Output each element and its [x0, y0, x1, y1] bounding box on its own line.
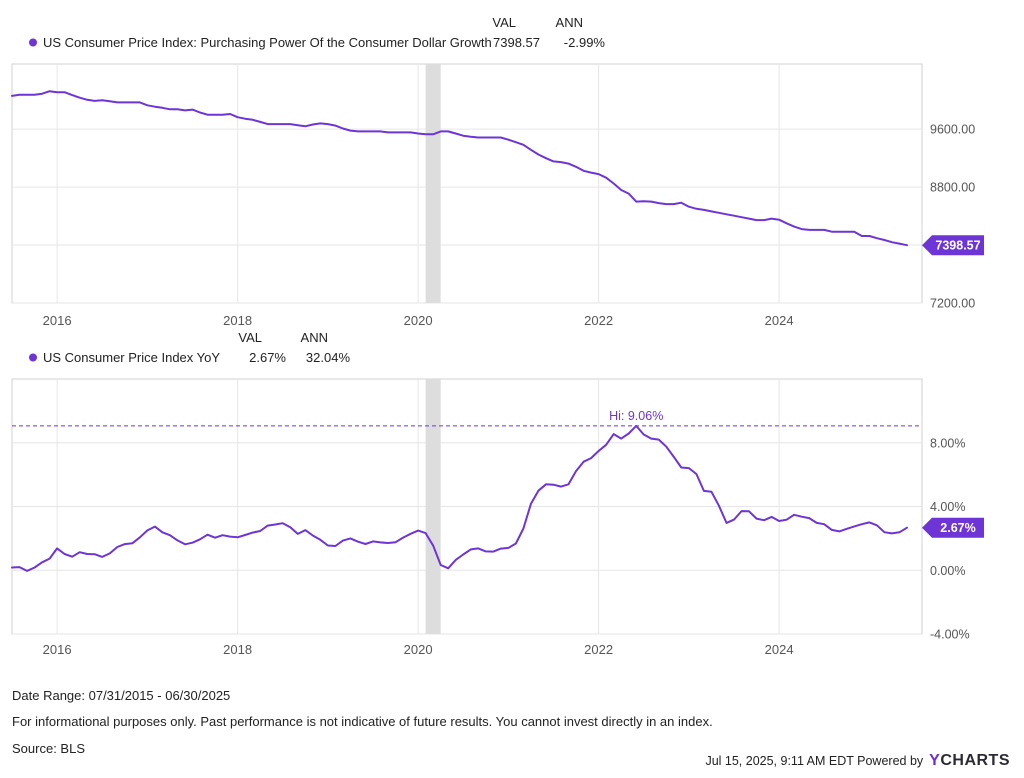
legend-ann: 32.04% — [306, 350, 351, 365]
y-tick-label: 9600.00 — [930, 123, 975, 137]
powered-by: Jul 15, 2025, 9:11 AM EDT Powered by YCH… — [705, 752, 1010, 770]
y-tick-label: 0.00% — [930, 564, 965, 578]
x-tick-label: 2020 — [404, 313, 433, 328]
x-tick-label: 2018 — [223, 313, 252, 328]
x-tick-label: 2024 — [765, 313, 794, 328]
y-tick-label: 8800.00 — [930, 181, 975, 195]
recession-band — [425, 64, 441, 303]
series-line — [11, 424, 908, 572]
legend-dot-icon — [29, 38, 37, 47]
timestamp-text: Jul 15, 2025, 9:11 AM EDT Powered by — [705, 754, 924, 768]
hi-label: Hi: 9.06% — [609, 409, 663, 423]
y-tick-label: 8.00% — [930, 436, 965, 450]
x-tick-label: 2016 — [43, 313, 72, 328]
legend-val: 2.67% — [249, 350, 286, 365]
x-tick-label: 2022 — [584, 642, 613, 657]
last-value-tag — [922, 235, 984, 256]
x-tick-label: 2020 — [404, 642, 433, 657]
y-tick-label: 7200.00 — [930, 297, 975, 311]
recession-band — [425, 379, 441, 634]
source-text: Source: BLS — [12, 741, 85, 756]
disclaimer-text: For informational purposes only. Past pe… — [12, 714, 713, 729]
last-value-label: 2.67% — [940, 521, 975, 535]
legend-series-name: US Consumer Price Index YoY — [43, 350, 220, 365]
ann-header: ANN — [301, 330, 328, 345]
legend-val: 7398.57 — [493, 35, 540, 50]
legend-ann: -2.99% — [564, 35, 606, 50]
x-tick-label: 2024 — [765, 642, 794, 657]
legend-series-name: US Consumer Price Index: Purchasing Powe… — [43, 35, 492, 50]
last-value-label: 7398.57 — [935, 239, 980, 253]
series-line — [11, 90, 908, 247]
val-header: VAL — [492, 15, 516, 30]
ycharts-logo: YCHARTS — [929, 752, 1010, 769]
x-tick-label: 2016 — [43, 642, 72, 657]
last-value-tag — [922, 517, 984, 538]
ann-header: ANN — [556, 15, 583, 30]
date-range-text: Date Range: 07/31/2015 - 06/30/2025 — [12, 688, 231, 703]
legend-dot-icon — [29, 353, 37, 362]
y-tick-label: -4.00% — [930, 628, 970, 642]
x-tick-label: 2022 — [584, 313, 613, 328]
val-header: VAL — [238, 330, 262, 345]
y-tick-label: 4.00% — [930, 500, 965, 514]
plot-area — [11, 63, 923, 304]
x-tick-label: 2018 — [223, 642, 252, 657]
